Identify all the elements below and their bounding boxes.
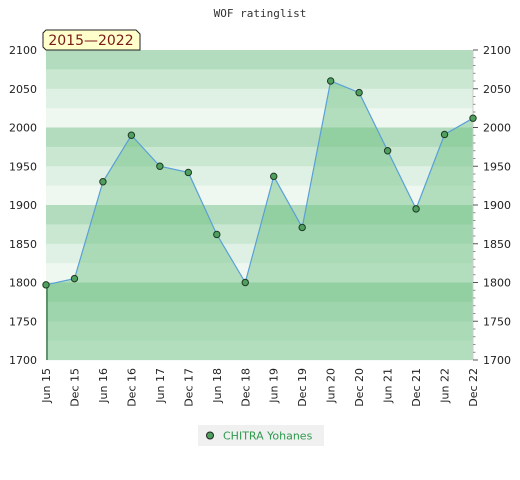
x-tick-label: Dec 17 xyxy=(182,368,195,407)
grid-band xyxy=(46,108,473,128)
data-markers xyxy=(42,77,477,289)
data-point xyxy=(270,172,278,181)
x-tick-label: Jun 18 xyxy=(211,368,224,404)
x-tick-label: Dec 19 xyxy=(296,368,309,407)
data-point xyxy=(213,230,221,239)
y-tick-labels-left: 1700 1750 1800 1850 1900 1950 2000 2050 2100 xyxy=(9,44,37,367)
y-tick-label-left: 1850 xyxy=(9,238,37,251)
data-point xyxy=(184,168,193,177)
x-tick-label: Jun 17 xyxy=(154,368,167,404)
x-tick-label: Dec 15 xyxy=(68,368,81,407)
data-point xyxy=(241,278,249,287)
y-tick-label-left: 1900 xyxy=(9,199,37,212)
background-bands xyxy=(46,50,473,361)
grid-band xyxy=(46,185,473,206)
y-tick-label-right: 2050 xyxy=(483,83,511,96)
y-tick-label-left: 2050 xyxy=(9,83,37,96)
data-point xyxy=(440,130,449,139)
grid-band xyxy=(46,321,473,342)
grid-band xyxy=(46,88,473,109)
data-point xyxy=(412,205,420,213)
y-tick-labels-right: 1700 1750 1800 1850 1900 1950 2000 2050 2100 xyxy=(473,44,511,367)
legend-marker-icon xyxy=(206,431,214,440)
data-point xyxy=(326,77,335,85)
x-tick-labels: Jun 15 Dec 15 Jun 16 Dec 16 Jun 17 Dec 17 Jun … xyxy=(40,368,480,407)
grid-band xyxy=(46,50,473,70)
y-tick-label-right: 1700 xyxy=(483,354,511,367)
y-tick-label-left: 1700 xyxy=(9,354,37,367)
legend-series-name: CHITRA Yohanes xyxy=(223,430,313,443)
y-tick-label-left: 1800 xyxy=(9,277,37,290)
grid-band xyxy=(46,146,473,167)
data-point xyxy=(383,147,392,155)
data-point xyxy=(355,88,363,97)
data-point xyxy=(42,281,50,289)
y-tick-label-left: 2000 xyxy=(9,122,37,135)
data-point xyxy=(127,131,136,139)
y-tick-label-right: 1900 xyxy=(483,199,511,212)
x-tick-label: Jun 15 xyxy=(40,368,53,404)
data-point xyxy=(469,114,477,122)
grid-band xyxy=(46,340,473,361)
rating-area-fill xyxy=(46,81,473,360)
grid-band xyxy=(46,282,473,303)
grid-band xyxy=(46,166,473,187)
grid-band xyxy=(46,243,473,264)
y-tick-label-left: 2100 xyxy=(9,44,37,57)
grid-band xyxy=(46,263,473,283)
x-tick-label: Jun 19 xyxy=(268,368,281,404)
x-tick-label: Dec 16 xyxy=(125,368,138,407)
y-tick-label-left: 1750 xyxy=(9,315,37,328)
y-tick-label-right: 2000 xyxy=(483,122,511,135)
x-tick-label: Dec 18 xyxy=(239,368,252,407)
x-tick-label: Jun 22 xyxy=(439,368,452,404)
data-point xyxy=(156,162,164,170)
data-point xyxy=(70,274,79,283)
y-tick-label-right: 1950 xyxy=(483,160,511,173)
x-tick-label: Jun 21 xyxy=(382,368,395,404)
chart-title: WOF ratinglist xyxy=(214,7,307,20)
period-label: 2015—2022 xyxy=(48,33,133,49)
y-tick-label-right: 1800 xyxy=(483,277,511,290)
grid-band xyxy=(46,224,473,245)
x-tick-label: Dec 22 xyxy=(467,368,480,407)
x-tick-label: Dec 21 xyxy=(410,368,423,407)
data-point xyxy=(99,178,107,186)
grid-band xyxy=(46,69,473,90)
x-tick-label: Dec 20 xyxy=(353,368,366,407)
x-tick-label: Jun 20 xyxy=(325,368,338,404)
y-tick-label-right: 1750 xyxy=(483,315,511,328)
y-tick-label-left: 1950 xyxy=(9,160,37,173)
y-tick-label-right: 1850 xyxy=(483,238,511,251)
period-badge: 2015—2022 xyxy=(42,29,141,51)
rating-line xyxy=(45,80,474,286)
grid-band xyxy=(46,205,473,225)
grid-band xyxy=(46,127,473,148)
y-tick-label-right: 2100 xyxy=(483,44,511,57)
x-tick-label: Jun 16 xyxy=(97,368,110,404)
legend: CHITRA Yohanes xyxy=(198,425,324,446)
grid-band xyxy=(46,301,473,322)
data-point xyxy=(298,223,306,232)
